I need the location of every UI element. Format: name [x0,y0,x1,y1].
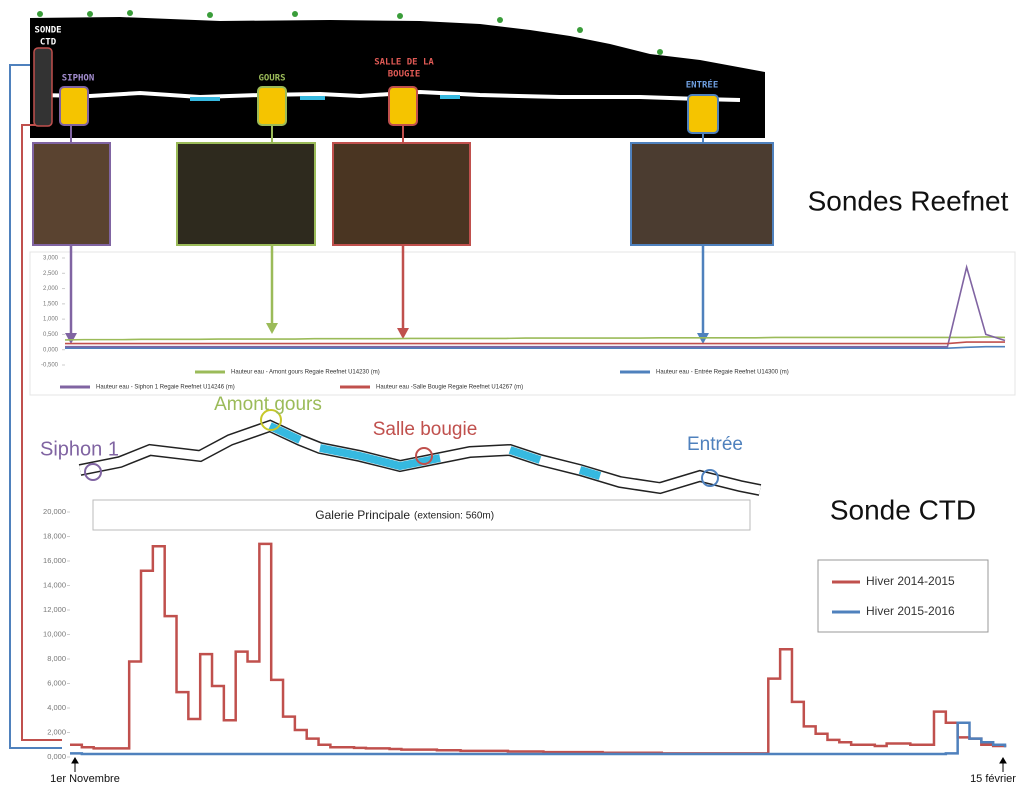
cave-map [78,409,762,531]
cave-profile [30,10,765,138]
legend-label: Hiver 2015-2016 [866,604,955,618]
y-tick-label: 6,000 [47,678,66,687]
profile-label: ENTRÉE [686,79,719,91]
connector [9,64,62,749]
data-line [65,341,1005,345]
connector [21,124,62,741]
photos [32,126,774,246]
y-tick-label: 14,000 [43,580,66,589]
data-line [64,336,1006,341]
map-caption-note: (extension: 560m) [414,511,494,522]
map-caption: Galerie Principale [315,508,410,522]
y-tick-label: 4,000 [47,703,66,712]
data-line [70,542,1007,755]
section-title: Sondes Reefnet [808,185,1009,216]
y-tick-label: 8,000 [47,654,66,663]
y-tick-label: 18,000 [43,531,66,540]
y-tick-label: 2,500 [43,271,59,277]
profile-label: GOURS [258,74,285,84]
x-tick-label: 1er Novembre [50,773,120,785]
probe-icons [59,86,719,134]
y-tick-label: 16,000 [43,556,66,565]
y-tick-label: 2,000 [43,286,59,292]
y-tick-label: 2,000 [47,727,66,736]
map-label: Salle bougie [373,419,478,440]
y-tick-label: 3,000 [43,256,59,262]
legend-box [817,559,989,633]
legend-label: Hauteur eau -Salle Bougie Regaie Reefnet… [376,385,523,391]
map-label: Siphon 1 [40,438,119,460]
data-line [65,345,1005,349]
y-tick-label: 0,500 [43,332,59,338]
date-arrows [71,757,1007,772]
x-tick-label: 15 février [970,773,1016,785]
legend-label: Hauteur eau - Siphon 1 Regaie Reefnet U1… [96,385,235,391]
map-label: Entrée [687,434,743,455]
probe-arrows [65,245,709,344]
chart-frame [29,251,1016,396]
y-tick-label: 1,000 [43,317,59,323]
profile-label: SONDE [34,26,61,36]
y-tick-label: -0,500 [41,363,59,369]
profile-label: SIPHON [62,74,95,84]
y-tick-label: 12,000 [43,605,66,614]
y-tick-label: 20,000 [43,507,66,516]
map-label: Amont gours [214,394,322,415]
legend-label: Hauteur eau - Entrée Regaie Reefnet U143… [656,370,789,376]
y-tick-label: 0,000 [47,752,66,761]
profile-label: BOUGIE [388,70,421,80]
y-tick-label: 0,000 [43,347,59,353]
y-tick-label: 1,500 [43,301,59,307]
legend-label: Hiver 2014-2015 [866,574,955,588]
legend-label: Hauteur eau - Amont gours Regaie Reefnet… [231,370,380,376]
data-line [65,264,1006,348]
data-line [70,721,1007,756]
section-title: Sonde CTD [830,494,976,525]
profile-label: CTD [40,38,57,48]
ctd-probe [33,47,53,127]
y-tick-label: 10,000 [43,629,66,638]
profile-label: SALLE DE LA [374,58,434,68]
